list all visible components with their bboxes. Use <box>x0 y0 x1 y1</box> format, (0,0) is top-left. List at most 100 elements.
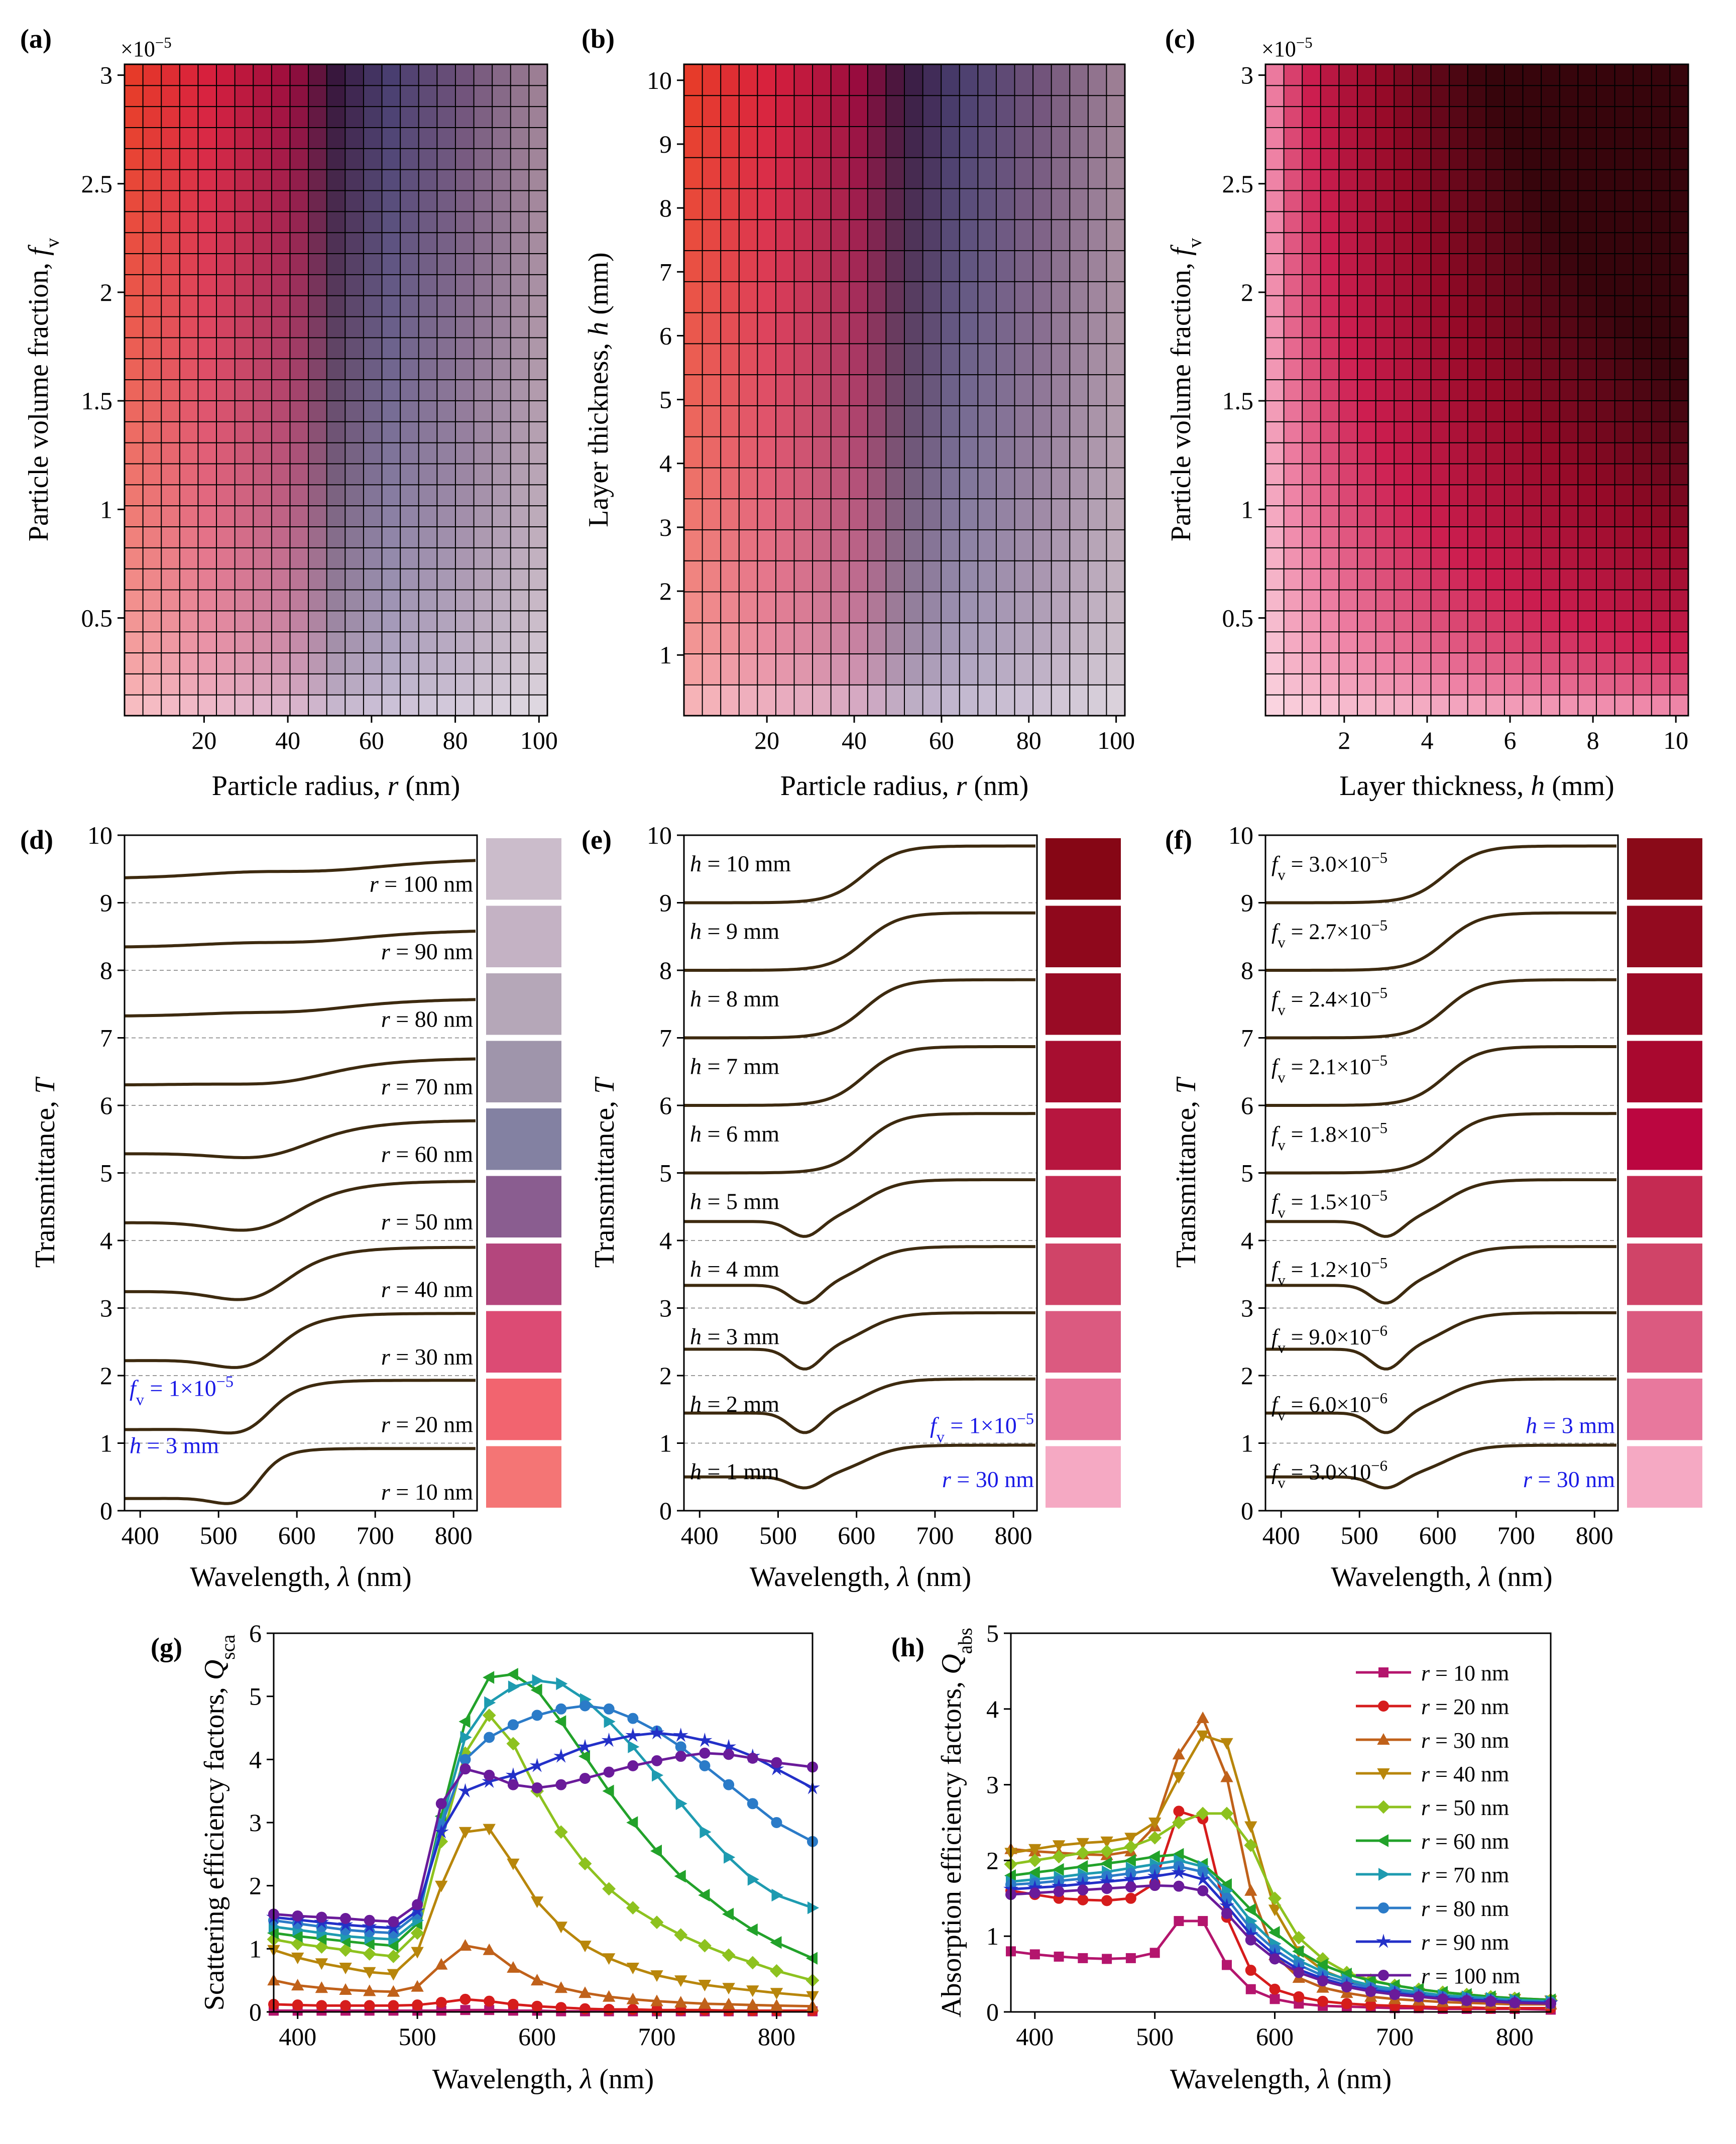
label-part: v <box>1184 238 1206 248</box>
label-part: −5 <box>1371 1052 1387 1069</box>
heatmap-cell <box>234 694 254 717</box>
heatmap-cell <box>1614 589 1634 612</box>
heatmap-cell <box>1651 694 1671 717</box>
series-line <box>273 1752 813 1923</box>
heatmap-cell <box>757 343 777 376</box>
heatmap-cell <box>1669 274 1689 296</box>
heatmap-cell <box>1357 127 1377 149</box>
heatmap-cell <box>702 281 722 313</box>
heatmap-cell <box>1302 484 1322 507</box>
heatmap-cell <box>1669 64 1689 86</box>
heatmap-cell <box>1394 631 1414 653</box>
data-point <box>435 1798 447 1810</box>
heatmap-cell <box>289 694 309 717</box>
heatmap-cell <box>179 442 199 465</box>
heatmap-cell <box>1430 105 1450 129</box>
heatmap-cell <box>308 421 328 443</box>
data-point <box>1173 1806 1185 1817</box>
heatmap-cell <box>941 591 961 624</box>
heatmap-cell <box>363 442 383 465</box>
heatmap-cell <box>1467 589 1487 612</box>
heatmap-cell <box>308 694 328 717</box>
data-point <box>554 1715 566 1728</box>
series-label: h = 5 mm <box>690 1189 779 1214</box>
heatmap-cell <box>473 64 493 86</box>
heatmap-cell <box>1485 568 1506 591</box>
x-tick-label: 100 <box>520 726 558 754</box>
panel-3: r = 10 nmr = 20 nmr = 30 nmr = 40 nmr = … <box>87 821 561 1549</box>
heatmap-cell <box>1522 379 1542 401</box>
transmittance-curve <box>1265 1178 1616 1238</box>
heatmap-cell <box>1651 127 1671 149</box>
heatmap-cell <box>867 560 887 593</box>
heatmap-cell <box>867 405 887 437</box>
heatmap-cell <box>995 405 1015 437</box>
data-point <box>387 1969 400 1981</box>
heatmap-cell <box>289 148 309 170</box>
data-point <box>339 1963 352 1975</box>
y-tick-label: 2 <box>659 577 672 605</box>
series-label: h = 4 mm <box>690 1256 779 1282</box>
heatmap-cell <box>289 484 309 507</box>
heatmap-cell <box>1577 526 1597 548</box>
heatmap-cell <box>124 631 144 653</box>
heatmap-cell <box>1559 274 1579 296</box>
heatmap-cell <box>142 631 162 653</box>
heatmap-cell <box>400 673 420 696</box>
heatmap-cell <box>161 484 181 507</box>
heatmap-cell <box>234 652 254 674</box>
data-point <box>412 1899 423 1910</box>
heatmap-cell <box>1412 463 1432 486</box>
label-part: ×10 <box>121 37 155 61</box>
heatmap-cell <box>885 529 905 561</box>
heatmap-cell <box>344 210 365 234</box>
heatmap-cell <box>1265 105 1285 129</box>
heatmap-cell <box>1541 442 1561 465</box>
heatmap-cell <box>418 652 438 674</box>
heatmap-cell <box>216 421 236 443</box>
heatmap-cell <box>1051 343 1071 376</box>
heatmap-cell <box>702 498 722 530</box>
heatmap-cell <box>1503 253 1524 275</box>
color-swatch <box>1627 838 1702 900</box>
heatmap-cell <box>363 484 383 507</box>
label-part: λ <box>1477 1561 1490 1593</box>
heatmap-cell <box>995 218 1015 252</box>
heatmap-cell <box>1320 484 1340 507</box>
heatmap-cell <box>492 400 512 422</box>
data-point <box>674 1870 686 1883</box>
heatmap-cell <box>1320 127 1340 149</box>
x-tick-label: 4 <box>1421 726 1433 754</box>
heatmap-cell <box>830 405 850 437</box>
heatmap-cell <box>381 442 401 465</box>
heatmap-cell <box>492 336 512 360</box>
heatmap-cell <box>1430 274 1450 296</box>
label-part: Transmittance, <box>30 1094 61 1268</box>
heatmap-cell <box>161 694 181 717</box>
heatmap-cell <box>922 188 942 220</box>
heatmap-cell <box>454 295 475 317</box>
heatmap-cell <box>363 463 383 486</box>
heatmap-cell <box>1522 631 1542 653</box>
heatmap-cell <box>1265 148 1285 170</box>
heatmap-cell <box>1375 190 1395 212</box>
data-point <box>747 1873 759 1886</box>
heatmap-cell <box>1449 105 1469 129</box>
label-part: T <box>1171 1076 1202 1094</box>
heatmap-cell <box>738 684 758 717</box>
heatmap-cell <box>922 684 942 717</box>
heatmap-cell <box>454 105 475 129</box>
heatmap-cell <box>1541 547 1561 570</box>
label-part: h <box>583 322 614 336</box>
data-point <box>1378 1970 1389 1981</box>
data-point <box>1102 1954 1112 1964</box>
heatmap-cell <box>418 526 438 548</box>
heatmap-cell <box>683 405 704 437</box>
heatmap-cell <box>454 568 475 591</box>
heatmap-cell <box>1651 484 1671 507</box>
data-point <box>1101 1895 1113 1906</box>
data-point <box>1269 1983 1281 1995</box>
heatmap-cell <box>775 188 795 220</box>
heatmap-cell <box>793 281 814 313</box>
heatmap-cell <box>1357 652 1377 674</box>
